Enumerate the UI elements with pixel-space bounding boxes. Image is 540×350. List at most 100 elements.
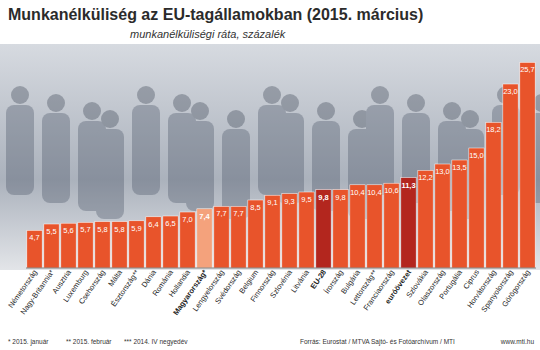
category-label: Litvánia [289, 267, 312, 294]
data-label: 13,5 [452, 163, 467, 172]
data-label: 5,7 [80, 225, 90, 234]
photo-background [0, 44, 540, 270]
baseline [26, 268, 536, 269]
data-label: 9,5 [301, 195, 311, 204]
bar [452, 160, 467, 268]
bar [129, 221, 144, 268]
bar [384, 183, 399, 268]
data-label: 4,7 [29, 233, 39, 242]
footnote: * 2015. január [8, 338, 49, 346]
bar [520, 62, 535, 268]
bar [299, 192, 314, 268]
bar [282, 194, 297, 268]
crowd-body [366, 105, 394, 195]
category-label: Görögország [500, 268, 532, 309]
crowd-head [101, 110, 119, 128]
bar [469, 148, 484, 268]
crowd-head [461, 110, 479, 128]
data-label: 5,9 [131, 224, 141, 233]
data-label: 10,6 [384, 186, 399, 195]
data-label: 23,0 [503, 87, 518, 96]
data-label: 9,8 [318, 193, 328, 202]
bar [316, 190, 331, 268]
bar [401, 178, 416, 268]
bar [27, 230, 42, 268]
data-label: 15,0 [469, 151, 484, 160]
crowd-head [137, 86, 155, 104]
labels: 4,7Németország5,5Nagy-Britannia*5,6Auszt… [6, 65, 535, 316]
category-label: Észtország** [109, 268, 141, 308]
footnote: *** 2014. IV negyedév [124, 338, 188, 346]
data-label: 6,4 [148, 220, 158, 229]
data-label: 5,5 [46, 227, 56, 236]
data-label: 8,5 [250, 203, 260, 212]
crowd-head [371, 86, 389, 104]
bar [61, 223, 76, 268]
bar [231, 206, 246, 268]
data-label: 11,3 [401, 181, 415, 190]
title-band [0, 0, 540, 44]
data-label: 5,6 [63, 226, 73, 235]
data-label: 7,7 [216, 209, 226, 218]
bar [180, 212, 195, 268]
crowd-body [186, 121, 214, 211]
crowd-body [42, 113, 70, 203]
background [0, 0, 540, 350]
crowd-body [96, 129, 124, 219]
data-label: 9,3 [284, 197, 294, 206]
data-label: 7,7 [233, 209, 243, 218]
source: Forrás: Eurostat / MTVA Sajtó- és Fotóar… [300, 338, 455, 346]
bar [486, 122, 501, 268]
data-label: 6,5 [165, 219, 175, 228]
bar [350, 185, 365, 268]
bar [163, 216, 178, 268]
bar [418, 170, 433, 268]
crowd-head [47, 94, 65, 112]
bar [44, 224, 59, 268]
crowd-head [173, 94, 191, 112]
bar [265, 195, 280, 268]
crowd-head [407, 94, 425, 112]
bars [27, 62, 535, 268]
bar [435, 164, 450, 268]
crowd-head [263, 86, 281, 104]
crowd-head [83, 102, 101, 120]
crowd-head [191, 102, 209, 120]
data-label: 9,8 [335, 193, 345, 202]
crowd-body [6, 105, 34, 195]
data-label: 10,4 [350, 188, 365, 197]
bar [146, 217, 161, 268]
crowd-body [276, 113, 304, 203]
data-label: 5,8 [97, 225, 107, 234]
category-label: Portugália [437, 267, 464, 301]
data-label: 13,0 [435, 167, 450, 176]
category-label: Csehország [77, 268, 107, 306]
data-label: 25,7 [520, 65, 535, 74]
footnote: ** 2015. február [66, 338, 112, 345]
crowd-head [11, 86, 29, 104]
website: www.mti.hu [500, 338, 535, 345]
crowd-head [443, 102, 461, 120]
crowd-body [222, 129, 250, 219]
title: Munkanélküliség az EU-tagállamokban (201… [8, 6, 423, 23]
data-label: 18,2 [486, 125, 501, 134]
crowd-head [317, 102, 335, 120]
crowd-head [281, 94, 299, 112]
crowd-head [227, 110, 245, 128]
bar [367, 185, 382, 268]
chart: Munkanélküliség az EU-tagállamokban (201… [0, 0, 540, 350]
category-label: Nagy-Britannia* [19, 268, 57, 316]
bar [214, 206, 229, 268]
bar [248, 200, 263, 268]
category-label: Szlovénia [268, 267, 295, 299]
data-label: 12,2 [418, 173, 433, 182]
data-label: 5,8 [114, 225, 124, 234]
bar [197, 209, 212, 268]
subtitle: munkanélküliségi ráta, százalék [130, 28, 286, 40]
bar [95, 222, 110, 268]
bar [112, 222, 127, 268]
data-label: 7,0 [182, 215, 192, 224]
data-label: 9,1 [267, 198, 277, 207]
data-label: 7,4 [199, 212, 210, 221]
crowd-body [132, 105, 160, 195]
